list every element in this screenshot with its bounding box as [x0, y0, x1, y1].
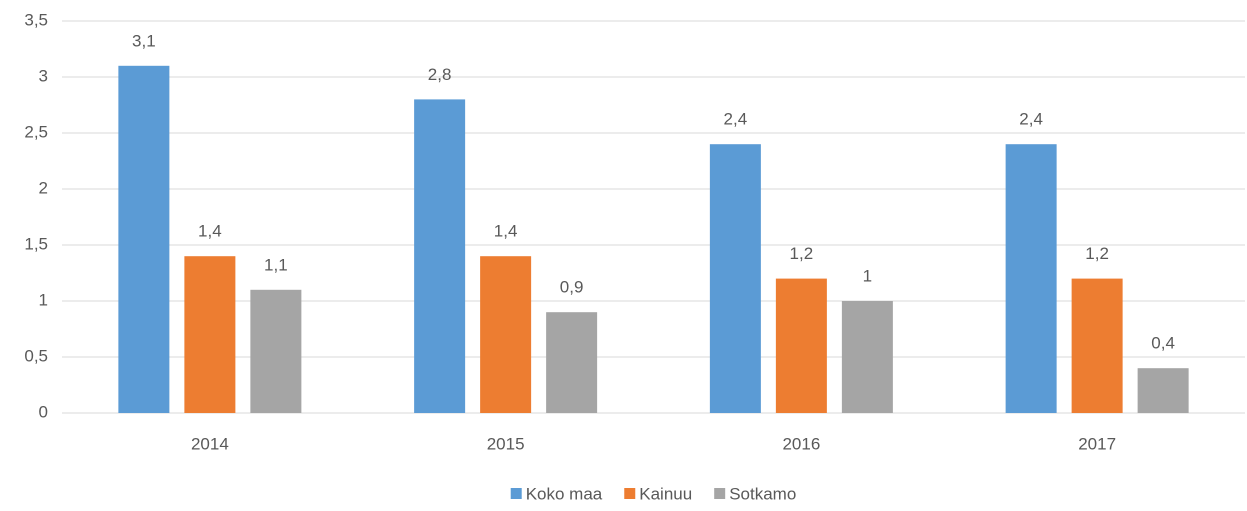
bar [1137, 368, 1189, 413]
bar [775, 278, 827, 413]
data-label: 1,4 [494, 222, 518, 241]
legend-label: Kainuu [639, 484, 692, 503]
data-label: 2,4 [1019, 110, 1043, 129]
y-tick-label: 3,5 [24, 10, 48, 29]
legend-label: Koko maa [526, 484, 603, 503]
bar [1071, 278, 1123, 413]
legend-swatch [510, 488, 522, 499]
data-label: 0,9 [560, 278, 584, 297]
data-label: 2,4 [724, 110, 748, 129]
data-label: 1,1 [264, 255, 288, 274]
data-label: 1,2 [1085, 244, 1109, 263]
bar [184, 256, 236, 413]
bar [1005, 144, 1057, 413]
data-label: 1,2 [790, 244, 814, 263]
y-tick-label: 3 [39, 66, 48, 85]
x-tick-label: 2014 [191, 434, 229, 453]
data-label: 1 [863, 266, 872, 285]
legend-swatch [714, 488, 726, 499]
y-tick-label: 0,5 [24, 346, 48, 365]
y-tick-label: 1 [39, 290, 48, 309]
x-tick-label: 2015 [487, 434, 525, 453]
data-label: 3,1 [132, 31, 156, 50]
bar [841, 301, 893, 413]
bar [546, 312, 598, 413]
bar [414, 99, 466, 414]
y-tick-label: 2,5 [24, 122, 48, 141]
x-tick-label: 2016 [782, 434, 820, 453]
x-tick-label: 2017 [1078, 434, 1116, 453]
data-label: 2,8 [428, 65, 452, 84]
data-label: 0,4 [1151, 334, 1175, 353]
bar [118, 65, 170, 414]
legend-label: Sotkamo [729, 484, 796, 503]
y-tick-label: 0 [39, 402, 48, 421]
bar [250, 289, 302, 413]
legend-swatch [624, 488, 636, 499]
bar [480, 256, 532, 413]
y-tick-label: 2 [39, 178, 48, 197]
data-label: 1,4 [198, 222, 222, 241]
bar [709, 144, 761, 413]
y-tick-label: 1,5 [24, 234, 48, 253]
